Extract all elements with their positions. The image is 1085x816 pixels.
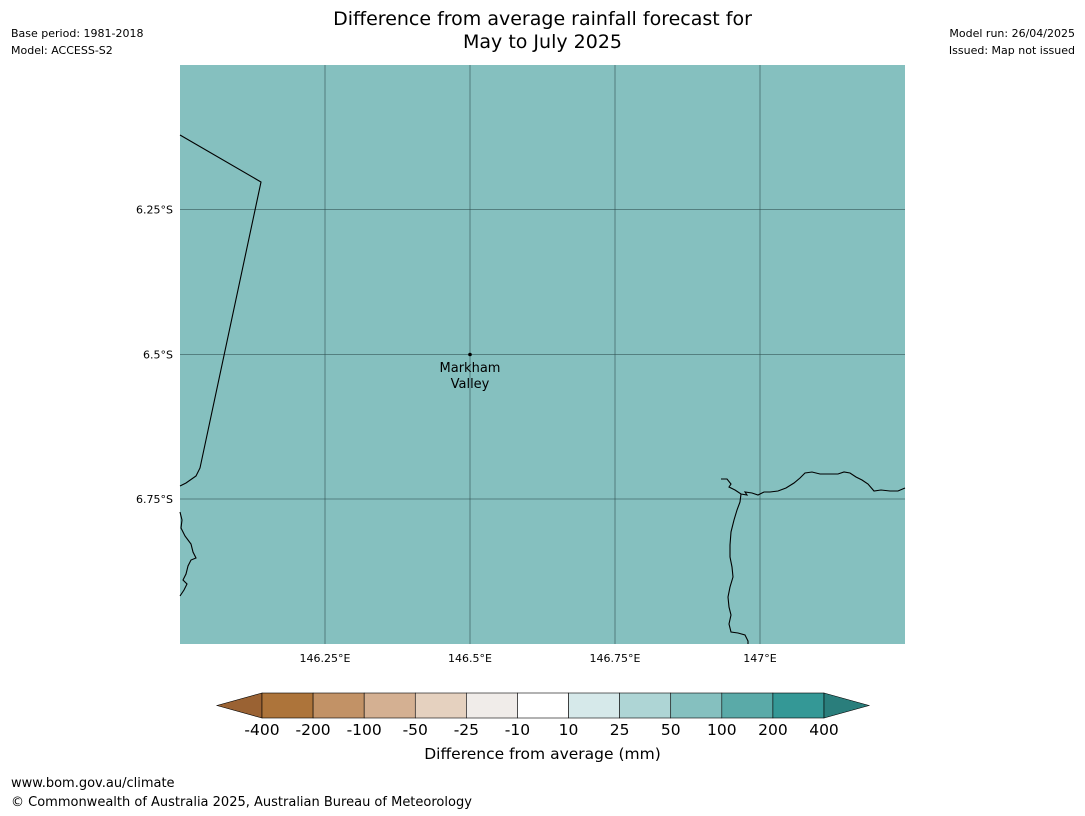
title-line-1: Difference from average rainfall forecas… <box>333 8 752 30</box>
colorbar-bin <box>568 692 620 719</box>
region-border <box>179 134 262 487</box>
meta-right: Model run: 26/04/2025 Issued: Map not is… <box>949 25 1075 59</box>
colorbar-tick-label: 200 <box>758 721 788 739</box>
footer-url: www.bom.gov.au/climate <box>11 776 175 791</box>
colorbar-bin <box>312 692 365 719</box>
colorbar-tick-label: 25 <box>610 721 630 739</box>
latitude-labels: 6.25°S 6.5°S 6.75°S <box>136 204 173 507</box>
lon-label: 146.75°E <box>590 652 641 665</box>
map-title: Difference from average rainfall forecas… <box>0 8 1085 54</box>
colorbar-bin <box>670 692 723 719</box>
colorbar-bin <box>466 692 518 719</box>
colorbar-tick-label: -25 <box>454 721 479 739</box>
colorbar-bin <box>517 692 569 719</box>
lat-label: 6.75°S <box>136 493 173 506</box>
west-coastline <box>179 511 197 597</box>
colorbar-title: Difference from average (mm) <box>424 745 661 763</box>
footer-copyright: © Commonwealth of Australia 2025, Austra… <box>11 795 472 810</box>
colorbar-tick-label: 400 <box>809 721 839 739</box>
graticule <box>180 65 905 644</box>
lat-label: 6.5°S <box>143 349 173 362</box>
place-label-line-2: Valley <box>451 377 490 392</box>
coastlines-and-borders <box>179 134 906 644</box>
longitude-labels: 146.25°E 146.5°E 146.75°E 147°E <box>300 652 777 665</box>
issued-text: Issued: Map not issued <box>948 44 1075 57</box>
colorbar-tick-label: -50 <box>403 721 428 739</box>
river-outline <box>727 493 749 644</box>
colorbar-tick-label: -200 <box>295 721 330 739</box>
colorbar-below-arrow <box>215 692 263 719</box>
colorbar-bin <box>363 692 416 719</box>
colorbar-bin <box>414 692 467 719</box>
colorbar-tick-label: 100 <box>707 721 737 739</box>
colorbar-bin <box>619 692 672 719</box>
lon-label: 146.5°E <box>448 652 492 665</box>
lon-label: 147°E <box>743 652 776 665</box>
lat-label: 6.25°S <box>136 204 173 217</box>
colorbar-tick-label: -100 <box>347 721 382 739</box>
colorbar: -400 -200 -100 -50 -25 -10 10 25 50 100 200 400 <box>215 692 871 739</box>
meta-left: Base period: 1981-2018 Model: ACCESS-S2 <box>11 25 143 59</box>
colorbar-tick-label: -10 <box>505 721 530 739</box>
place-label-line-1: Markham <box>440 361 501 376</box>
colorbar-bin <box>721 692 774 719</box>
model-run-text: Model run: 26/04/2025 <box>949 27 1075 40</box>
base-period-text: Base period: 1981-2018 <box>11 27 144 40</box>
colorbar-tick-label: 10 <box>559 721 579 739</box>
model-text: Model: ACCESS-S2 <box>11 44 113 57</box>
title-line-2: May to July 2025 <box>463 31 622 53</box>
lon-label: 146.25°E <box>300 652 351 665</box>
colorbar-above-arrow <box>823 692 871 719</box>
place-marker <box>468 352 472 357</box>
colorbar-tick-label: -400 <box>244 721 279 739</box>
colorbar-tick-label: 50 <box>661 721 681 739</box>
colorbar-bin <box>261 692 314 719</box>
colorbar-bin <box>772 692 825 719</box>
